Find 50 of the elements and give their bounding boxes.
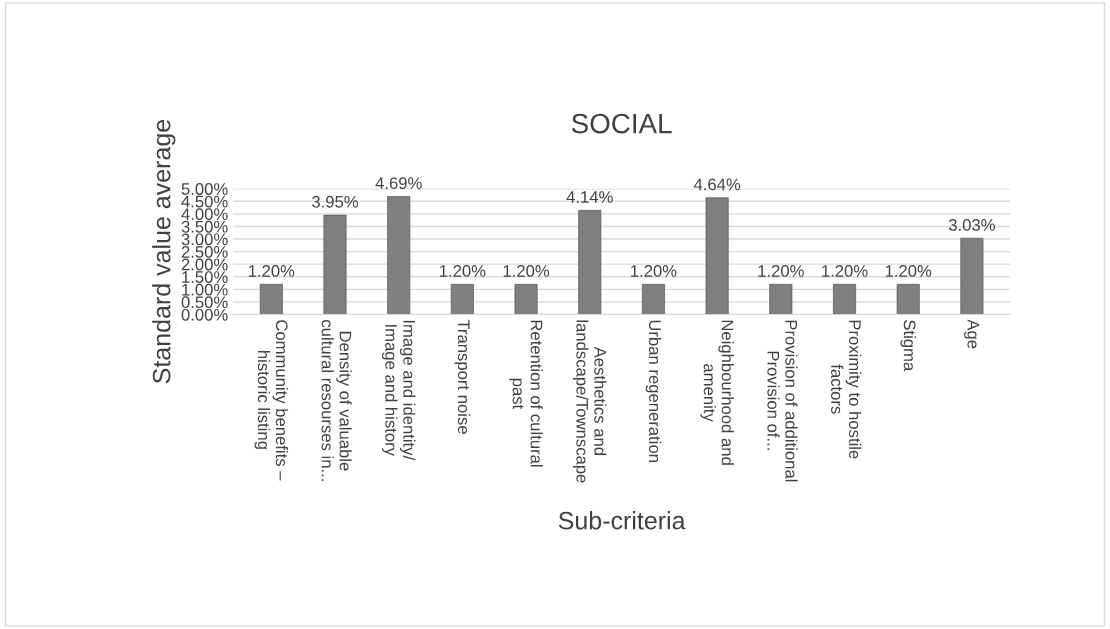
x-tick-label: Stigma <box>900 320 916 372</box>
data-label: 1.20% <box>758 265 804 277</box>
x-tick-label: Community benefits – historic listing <box>254 320 289 481</box>
x-tick-label: Provision of additional Provision of... <box>767 320 798 482</box>
y-tick-label: 0.50% <box>181 296 228 309</box>
bar <box>896 283 920 315</box>
data-label: 4.64% <box>693 178 741 191</box>
x-tick-label: Transport noise <box>454 319 471 434</box>
y-tick-label: 0.00% <box>181 308 228 321</box>
data-label: 4.69% <box>375 177 422 190</box>
y-axis-title: Standard value average <box>152 119 176 384</box>
data-label: 1.20% <box>631 265 677 277</box>
bar <box>833 283 857 315</box>
x-tick-label: Age <box>964 319 980 349</box>
y-tick-label: 1.50% <box>182 271 228 283</box>
y-tick-label: 3.50% <box>181 220 228 233</box>
data-label: 1.20% <box>885 265 932 277</box>
bar <box>259 283 283 315</box>
data-label: 1.20% <box>248 265 295 277</box>
data-label: 1.20% <box>503 265 550 277</box>
x-tick-label: Density of valuable cultural resourses in... <box>321 320 352 481</box>
bar <box>641 283 665 315</box>
x-tick-label: Neighbourhood and amenity <box>700 320 734 465</box>
bar <box>705 197 729 315</box>
data-label: 1.20% <box>440 265 486 277</box>
y-tick-label: 3.00% <box>181 233 228 246</box>
data-label: 3.95% <box>312 195 359 208</box>
chart-title: SOCIAL <box>571 113 672 134</box>
y-tick-label: 4.00% <box>181 208 228 221</box>
bar <box>450 283 474 315</box>
bar <box>323 214 347 315</box>
x-axis-title: Sub-criteria <box>558 511 686 530</box>
y-tick-label: 4.50% <box>181 195 228 208</box>
data-label: 1.20% <box>822 265 868 277</box>
bar <box>960 237 984 315</box>
bar <box>514 283 538 315</box>
x-tick-label: Proximity to hostile factors <box>831 320 862 459</box>
x-tick-label: Retention of cultural past <box>509 320 543 467</box>
data-label: 4.14% <box>566 191 613 203</box>
bar <box>769 283 793 315</box>
bar <box>387 196 411 315</box>
y-tick-label: 2.50% <box>181 246 228 258</box>
data-label: 3.03% <box>948 219 995 231</box>
bar <box>578 209 602 315</box>
x-tick-label: Image and identity/ Image and history <box>381 320 416 461</box>
y-tick-label: 1.00% <box>182 283 228 296</box>
x-tick-label: Urban regeneration <box>645 320 662 462</box>
x-tick-label: Aesthetics and landscape/Townscape <box>573 320 607 483</box>
y-tick-label: 2.00% <box>181 258 228 271</box>
y-tick-label: 5.00% <box>181 183 228 195</box>
